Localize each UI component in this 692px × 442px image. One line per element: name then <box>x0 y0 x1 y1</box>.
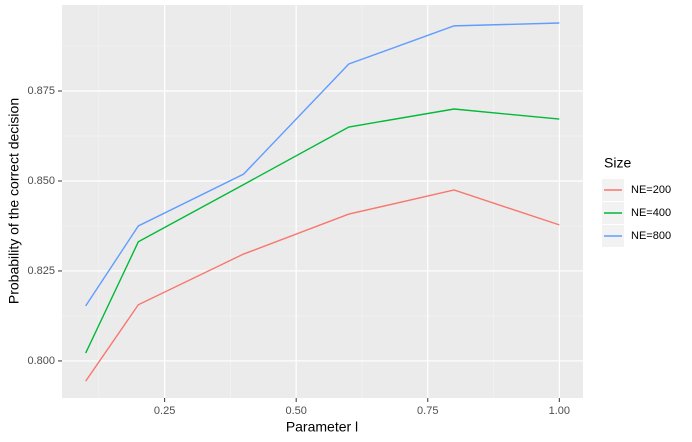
x-tick-label: 0.25 <box>154 405 175 417</box>
x-tick-label: 0.50 <box>285 405 306 417</box>
x-tick-label: 1.00 <box>549 405 570 417</box>
series-line <box>85 108 560 354</box>
legend-label: NE=400 <box>631 207 671 219</box>
series-line <box>85 189 560 382</box>
legend-title: Size <box>604 155 631 171</box>
legend-label: NE=200 <box>631 184 671 196</box>
y-tick-label: 0.875 <box>27 85 55 97</box>
y-axis-label: Probability of the correct decision <box>6 98 22 304</box>
y-tick-label: 0.850 <box>27 175 55 187</box>
x-axis-label: Parameter l <box>286 419 358 435</box>
y-tick-label: 0.800 <box>27 355 55 367</box>
x-tick-label: 0.75 <box>417 405 438 417</box>
series-line <box>85 22 560 307</box>
panel <box>62 5 583 398</box>
legend-label: NE=800 <box>631 230 671 242</box>
y-tick-label: 0.825 <box>27 265 55 277</box>
